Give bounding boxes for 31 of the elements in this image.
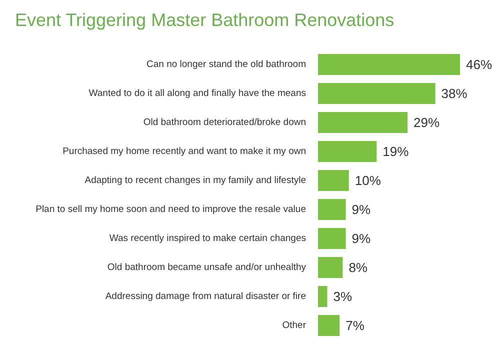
y-tick-label: Addressing damage from natural disaster or fire [105,291,306,302]
bar [318,170,349,191]
bar [318,199,346,220]
y-tick-label: Other [282,320,306,331]
bar [318,286,328,307]
bar [318,257,343,278]
data-label: 8% [348,260,368,275]
y-tick-label: Old bathroom became unsafe and/or unhealthy [107,262,306,273]
bar [318,83,436,104]
y-tick-label: Purchased my home recently and want to make it my own [62,146,306,157]
data-label: 9% [352,202,372,217]
y-tick-label: Was recently inspired to make certain changes [109,233,306,244]
y-tick-label: Adapting to recent changes in my family and lifestyle [84,175,306,186]
chart-title: Event Triggering Master Bathroom Renovations [15,10,394,30]
bar [318,54,460,75]
data-label: 19% [382,144,410,159]
y-tick-label: Old bathroom deteriorated/broke down [143,117,306,128]
data-label: 38% [441,86,468,101]
bar [318,228,346,249]
bar [318,141,377,162]
y-tick-label: Wanted to do it all along and finally have the means [88,88,306,99]
data-label: 9% [352,231,372,246]
bar [318,112,408,133]
data-label: 7% [346,318,365,333]
data-label: 10% [354,173,382,188]
data-label: 29% [414,115,440,130]
y-tick-label: Can no longer stand the old bathroom [146,59,306,70]
data-label: 46% [466,57,492,72]
y-tick-label: Plan to sell my home soon and need to improve the resale value [36,204,306,215]
bar [318,315,340,336]
data-label: 3% [333,289,352,304]
